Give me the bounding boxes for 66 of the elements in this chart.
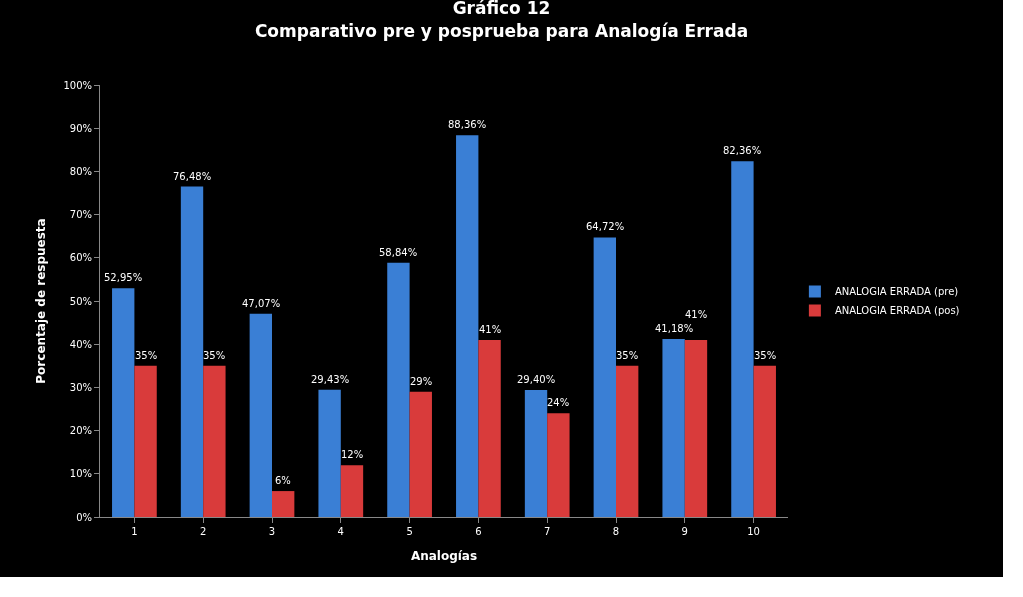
x-tick-label: 7 (544, 526, 551, 537)
data-label: 41% (479, 324, 502, 335)
x-tick-label: 5 (406, 526, 413, 537)
y-tick-label: 10% (69, 468, 92, 480)
data-label: 29,43% (311, 374, 350, 385)
bar (731, 161, 754, 517)
data-label: 58,84% (379, 247, 418, 258)
bar (456, 135, 479, 517)
data-label: 29,40% (517, 374, 556, 385)
x-tick-label: 9 (681, 526, 688, 537)
data-label: 29% (410, 376, 433, 387)
bar (112, 288, 135, 517)
bar (684, 339, 708, 517)
bar (249, 313, 272, 517)
data-label: 12% (341, 449, 364, 460)
data-label: 35% (135, 350, 158, 361)
bar (616, 365, 639, 517)
bar (340, 465, 364, 517)
bar (180, 186, 204, 517)
bar (593, 237, 616, 517)
bar (753, 365, 776, 517)
data-label: 47,07% (242, 298, 281, 309)
data-label: 35% (616, 350, 639, 361)
x-tick-label: 10 (747, 526, 760, 537)
x-tick-label: 1 (131, 526, 138, 537)
data-label: 6% (275, 475, 291, 486)
legend-label: ANALOGIA ERRADA (pos) (834, 305, 960, 317)
chart-title: Gráfico 12 Comparativo pre y posprueba para Analogía Errada (254, 0, 749, 41)
x-tick-label: 6 (475, 526, 482, 537)
bar (387, 262, 410, 517)
data-label: 76,48% (173, 171, 212, 182)
bar (478, 339, 501, 517)
y-tick-label: 60% (69, 252, 92, 264)
x-axis-title: Analogías (410, 548, 478, 563)
bar (272, 491, 295, 517)
data-label: 41,18% (655, 323, 694, 334)
bar (547, 413, 570, 517)
data-label: 35% (754, 350, 777, 361)
bar (134, 365, 157, 517)
y-tick-label: 50% (69, 295, 92, 307)
y-tick-label: 70% (69, 209, 92, 221)
legend-label: ANALOGIA ERRADA (pre) (834, 286, 959, 298)
x-tick-label: 3 (268, 526, 276, 537)
data-label: 24% (547, 397, 570, 408)
y-tick-label: 80% (69, 165, 92, 177)
data-label: 41% (685, 309, 708, 320)
data-label: 82,36% (723, 145, 762, 156)
y-tick-label: 40% (69, 338, 92, 350)
data-label: 64,72% (586, 221, 625, 232)
y-tick-label: 0% (76, 511, 92, 523)
bar (524, 389, 548, 517)
y-tick-label: 20% (69, 425, 92, 437)
y-tick-label: 90% (69, 122, 92, 134)
x-tick-label: 8 (612, 526, 620, 537)
y-axis-title: Porcentaje de respuesta (33, 218, 48, 384)
data-label: 88,36% (448, 119, 487, 130)
data-label: 35% (203, 350, 226, 361)
bar (203, 365, 226, 517)
bar (662, 339, 685, 517)
x-tick-label: 2 (200, 526, 207, 537)
x-tick-label: 4 (337, 526, 344, 537)
bar (409, 391, 432, 517)
y-tick-label: 30% (69, 381, 92, 393)
bar (318, 389, 341, 517)
y-tick-label: 100% (63, 79, 92, 91)
data-label: 52,95% (104, 272, 143, 283)
